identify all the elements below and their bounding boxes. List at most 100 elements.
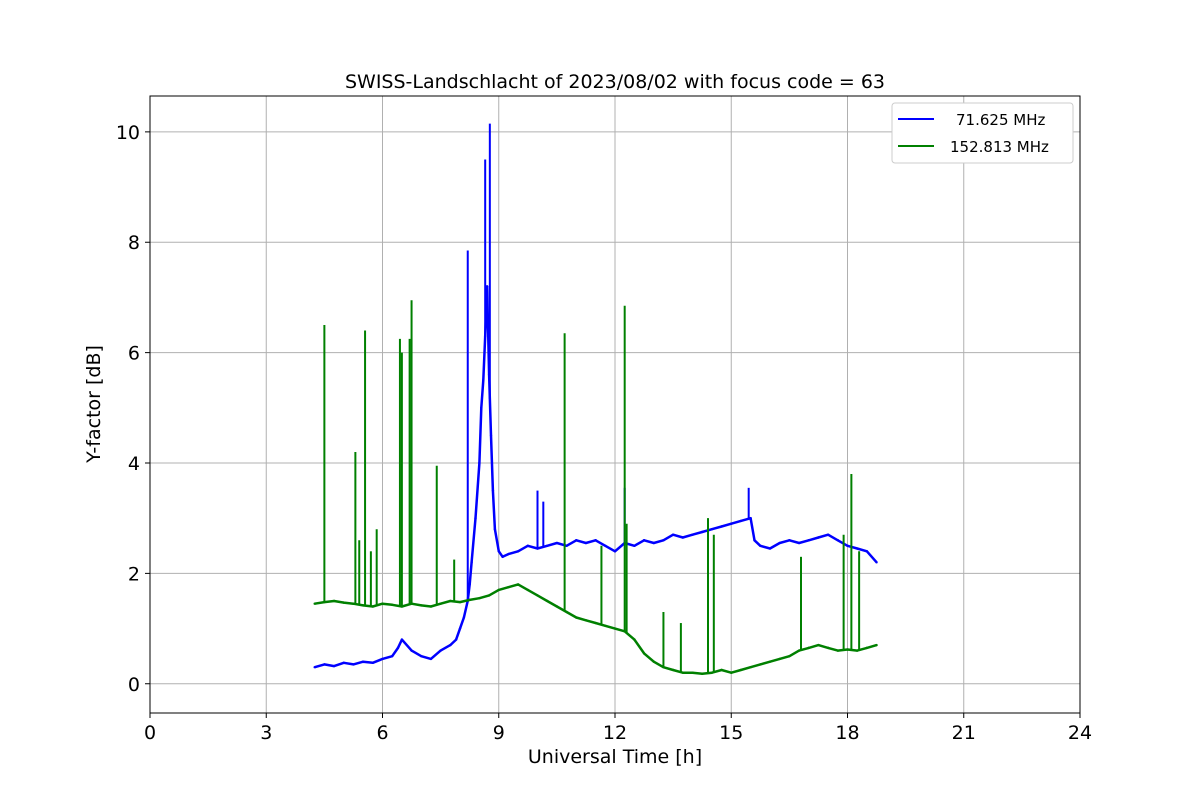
series-1-point <box>797 541 801 545</box>
series-2-point <box>836 649 840 652</box>
series-1-point <box>491 489 495 492</box>
series-1-point <box>855 547 859 550</box>
series-2-point <box>604 624 607 628</box>
series-2-point <box>352 602 355 605</box>
series-1-point <box>470 561 473 564</box>
x-tick-label: 24 <box>1068 722 1092 744</box>
series-1-point <box>826 533 830 536</box>
series-2-point <box>555 605 559 608</box>
series-2-point <box>420 604 423 607</box>
series-1-point <box>482 379 485 382</box>
series-1-point <box>846 544 849 547</box>
series-1-point <box>468 583 471 586</box>
series-1-point <box>836 539 840 542</box>
x-tick-label: 18 <box>835 722 859 744</box>
series-1-point <box>410 649 413 652</box>
series-2-point <box>594 621 597 625</box>
series-2-point <box>449 599 452 603</box>
series-1-point <box>342 661 345 664</box>
series-2-point <box>642 652 646 655</box>
series-1-point <box>323 663 326 666</box>
series-1-point <box>604 544 607 547</box>
series-2-point <box>332 599 336 603</box>
series-2-point <box>526 588 530 592</box>
series-2-point <box>652 660 655 663</box>
y-tick-label: 6 <box>128 343 140 365</box>
series-2-point <box>720 668 723 672</box>
series-1-point <box>768 547 772 550</box>
series-2-point <box>739 668 743 672</box>
y-tick-label: 10 <box>116 122 140 144</box>
series-1-point <box>480 406 483 410</box>
series-1-point <box>613 550 617 553</box>
series-1-point <box>390 654 394 658</box>
series-2-point <box>788 654 791 658</box>
series-2-point <box>730 671 733 674</box>
series-2-point <box>458 600 462 604</box>
series-1-point <box>371 661 375 664</box>
series-2-point <box>313 602 316 605</box>
series-1-point <box>575 539 578 542</box>
y-axis-label: Y-factor [dB] <box>83 345 105 464</box>
series-1-point <box>545 544 549 547</box>
legend-label-series-2: 152.813 MHz <box>950 138 1049 156</box>
series-1-point <box>489 434 493 437</box>
series-1-point <box>720 525 723 528</box>
series-2-point <box>846 648 849 651</box>
x-tick-label: 6 <box>376 722 388 744</box>
series-1-point <box>493 528 497 531</box>
series-1-point <box>454 638 458 641</box>
series-1-point <box>485 285 489 288</box>
series-1-point <box>478 461 481 465</box>
series-2-point <box>361 604 365 607</box>
series-2-point <box>429 605 433 608</box>
series-2-point <box>759 663 762 666</box>
y-tick-label: 4 <box>128 453 140 475</box>
series-1-point <box>700 530 704 534</box>
series-2-point <box>855 649 859 652</box>
series-2-point <box>390 603 394 607</box>
series-2-point <box>875 643 878 647</box>
series-2-point <box>342 601 345 604</box>
series-1-point <box>449 643 452 647</box>
series-2-point <box>507 585 510 589</box>
series-2-point <box>807 646 810 650</box>
y-tick-label: 0 <box>128 674 140 696</box>
series-1-point <box>594 539 597 542</box>
series-1-point <box>749 516 752 520</box>
series-1-point <box>739 519 743 523</box>
series-2-point <box>768 660 772 663</box>
series-1-point <box>507 552 510 556</box>
series-2 <box>313 300 878 676</box>
series-1-point <box>501 555 504 559</box>
series-2-point <box>381 602 384 605</box>
legend-label-series-1: 71.625 MHz <box>956 111 1045 129</box>
series-2-point <box>565 610 568 614</box>
series-2-point <box>613 627 617 630</box>
series-1-point <box>429 657 433 661</box>
series-2-point <box>710 671 714 674</box>
series-1-point <box>753 539 756 542</box>
series-2-point <box>691 671 694 674</box>
series-2-point <box>478 597 481 600</box>
x-tick-label: 12 <box>603 722 627 744</box>
x-tick-label: 21 <box>952 722 976 744</box>
series-2-point <box>865 646 869 650</box>
y-tick-label: 8 <box>128 232 140 254</box>
series-1-point <box>633 544 636 547</box>
series-1-point <box>662 539 665 542</box>
y-tick-label: 2 <box>128 563 140 585</box>
series-1-point <box>710 528 714 531</box>
series-1-point <box>420 654 423 658</box>
series-1-point <box>788 539 791 542</box>
chart-title: SWISS-Landschlacht of 2023/08/02 with fo… <box>345 71 885 93</box>
series-1-point <box>778 541 781 545</box>
series-1-point <box>691 533 694 536</box>
series-1-point <box>759 544 762 547</box>
series-1-point <box>807 539 810 542</box>
series-2-point <box>700 672 704 676</box>
series-1-point <box>526 544 530 547</box>
